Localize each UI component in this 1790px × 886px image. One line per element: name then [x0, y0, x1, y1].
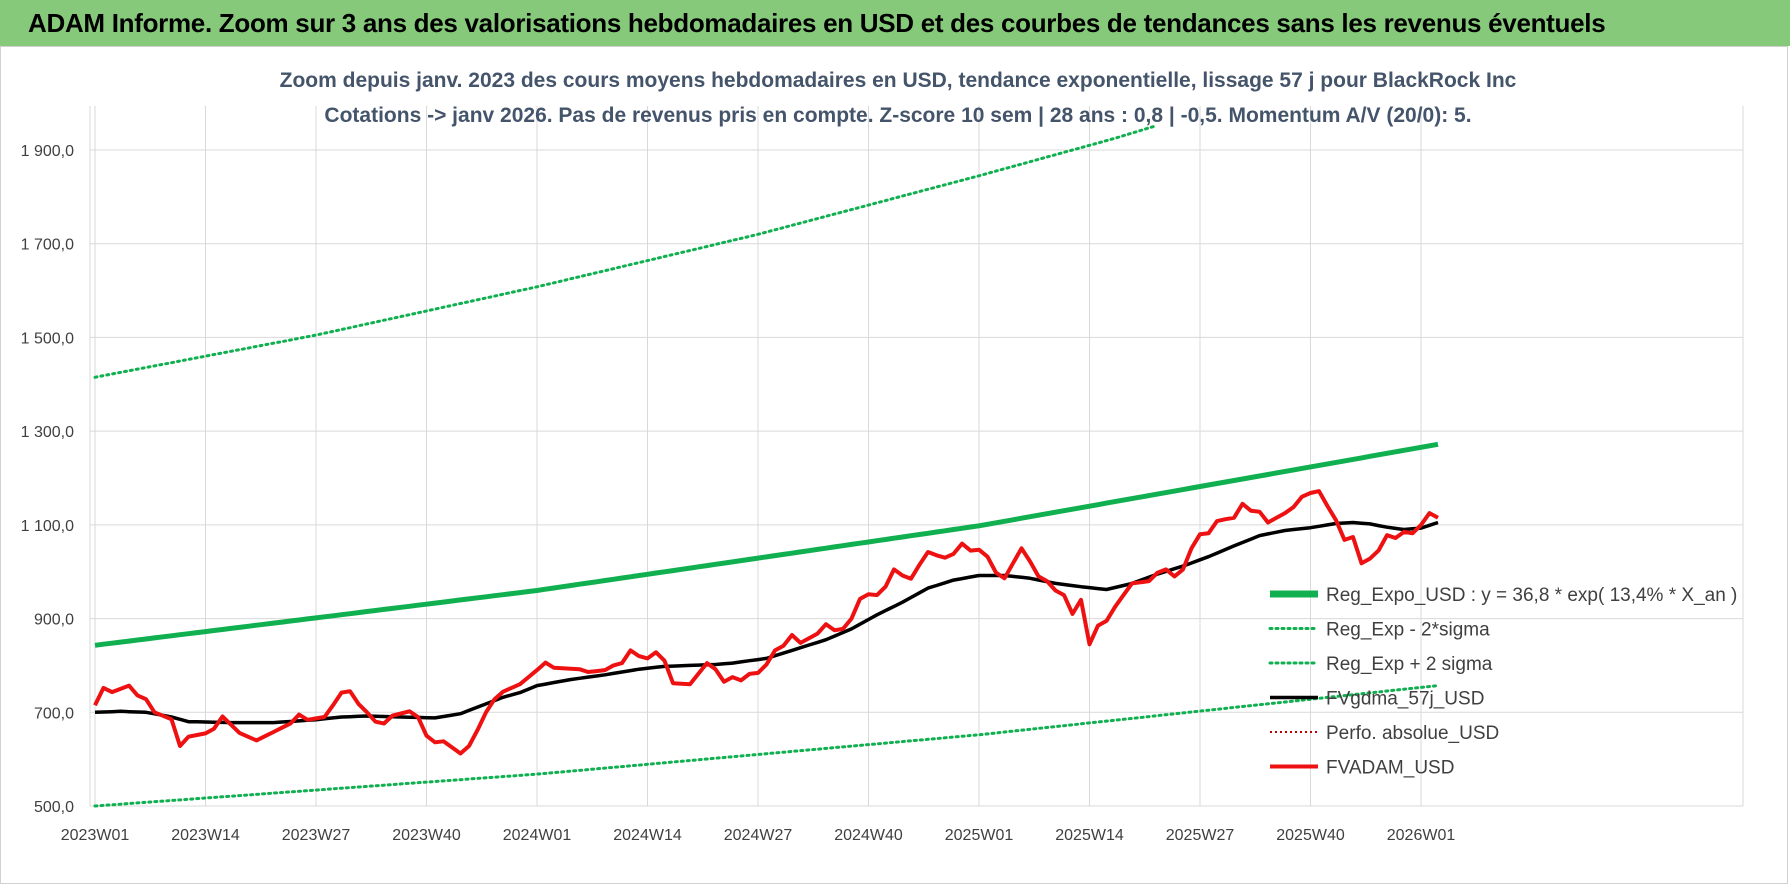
series-line-2 — [93, 125, 1155, 379]
x-tick-label: 2024W40 — [834, 827, 903, 844]
x-tick-label: 2025W01 — [945, 827, 1014, 844]
y-tick-label: 1 500,0 — [21, 330, 74, 347]
y-tick-label: 1 300,0 — [21, 424, 74, 441]
series-group — [93, 125, 1440, 808]
y-tick-label: 1 100,0 — [21, 518, 74, 535]
page-title: ADAM Informe. Zoom sur 3 ans des valoris… — [28, 8, 1606, 38]
x-tick-label: 2026W01 — [1387, 827, 1456, 844]
legend-label-5: FVADAM_USD — [1326, 758, 1454, 779]
chart-frame — [0, 46, 1788, 884]
x-tick-label: 2023W40 — [392, 827, 461, 844]
x-tick-label: 2024W01 — [503, 827, 572, 844]
series-line-5 — [93, 489, 1439, 756]
x-tick-label: 2024W27 — [724, 827, 793, 844]
x-tick-label: 2023W01 — [61, 827, 130, 844]
x-tick-label: 2024W14 — [613, 827, 682, 844]
legend: Reg_Expo_USD : y = 36,8 * exp( 13,4% * X… — [1268, 585, 1737, 779]
x-tick-label: 2025W27 — [1166, 827, 1235, 844]
chart-title-line1: Zoom depuis janv. 2023 des cours moyens … — [280, 69, 1517, 92]
legend-label-4: Perfo. absolue_USD — [1326, 723, 1499, 744]
series-line-0 — [94, 441, 1439, 648]
x-tick-label: 2025W40 — [1276, 827, 1345, 844]
chart-title-line2: Cotations -> janv 2026. Pas de revenus p… — [324, 104, 1471, 127]
legend-label-1: Reg_Exp - 2*sigma — [1326, 620, 1490, 641]
grid — [89, 106, 1744, 807]
y-tick-label: 700,0 — [34, 705, 74, 722]
header-bar: ADAM Informe. Zoom sur 3 ans des valoris… — [0, 0, 1790, 46]
x-tick-label: 2025W14 — [1055, 827, 1124, 844]
y-axis: 500,0 700,0 900,0 1 100,0 1 300,0 1 500,0 1 70… — [21, 143, 74, 816]
legend-label-0: Reg_Expo_USD : y = 36,8 * exp( 13,4% * X… — [1326, 585, 1737, 606]
x-tick-label: 2023W27 — [282, 827, 351, 844]
x-tick-label: 2023W14 — [171, 827, 240, 844]
legend-label-3: FVgdma_57j_USD — [1326, 689, 1484, 710]
x-axis: 2023W01 2023W14 2023W27 2023W40 2024W01 2024W… — [61, 827, 1456, 844]
series-line-1 — [93, 684, 1440, 808]
y-tick-label: 500,0 — [34, 799, 74, 816]
y-tick-label: 1 700,0 — [21, 237, 74, 254]
legend-label-2: Reg_Exp + 2 sigma — [1326, 654, 1493, 675]
chart: Zoom depuis janv. 2023 des cours moyens … — [21, 69, 1744, 844]
y-tick-label: 1 900,0 — [21, 143, 74, 160]
y-tick-label: 900,0 — [34, 612, 74, 629]
